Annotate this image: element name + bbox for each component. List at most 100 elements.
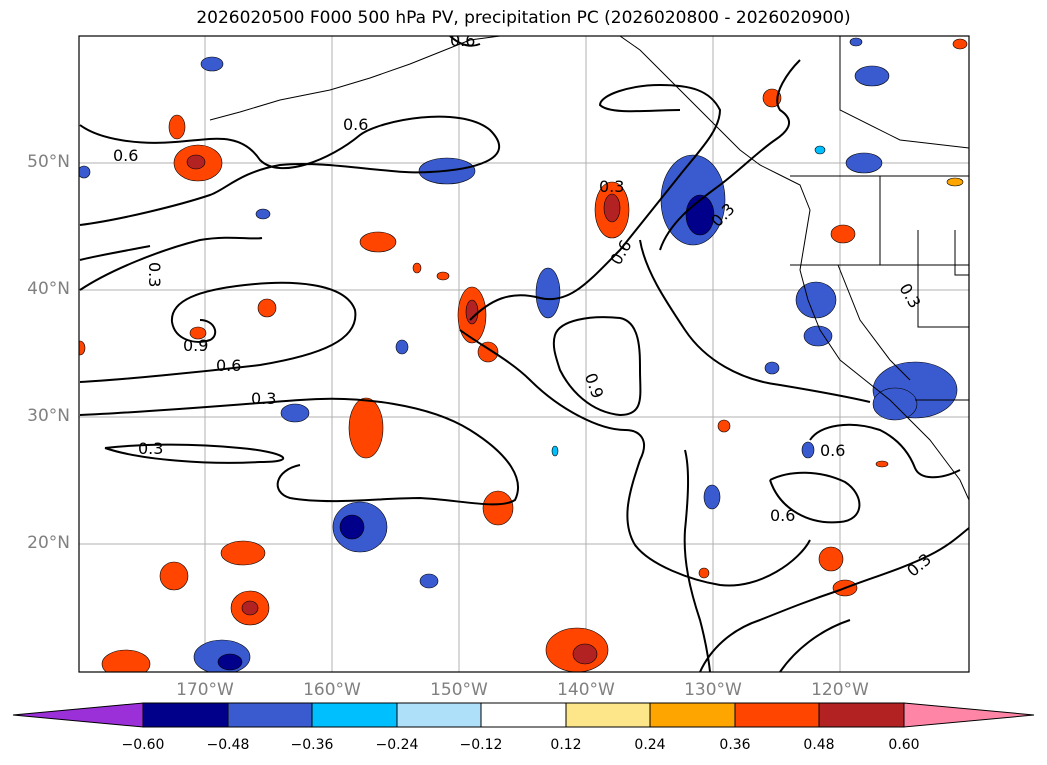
- colorbar-tick-label: −0.36: [290, 737, 334, 753]
- precip-blob: [419, 573, 439, 589]
- pv-contour-0.3: [79, 245, 151, 261]
- colorbar-tick-label: −0.24: [375, 737, 419, 753]
- pv-contour-0.3: [104, 443, 285, 464]
- contour-label: 0.6: [343, 115, 368, 134]
- precip-blob: [872, 387, 918, 421]
- lon-label: 140°W: [557, 680, 615, 700]
- precip-blob: [101, 649, 151, 672]
- colorbar-tick-label: 0.24: [634, 737, 666, 753]
- pv-contour-0.6: [79, 115, 500, 226]
- precip-blob: [79, 165, 91, 179]
- colorbar-bin: [649, 702, 736, 728]
- pv-contours: [79, 36, 969, 672]
- colorbar-extend-low: [12, 702, 144, 728]
- colorbar-tick-label: 0.60: [888, 737, 920, 753]
- precip-negative-areas: [79, 37, 958, 672]
- colorbar-tick-label: 0.48: [803, 737, 835, 753]
- contour-label: 0.6: [113, 146, 138, 165]
- pv-contour-0.3: [79, 397, 519, 506]
- precip-blob: [217, 653, 243, 671]
- contour-label: 0.9: [581, 370, 608, 400]
- precip-blob: [952, 38, 968, 50]
- contour-label: 0.3: [895, 280, 924, 312]
- pv-contour-0.9: [552, 316, 642, 417]
- contour-label: 0.6: [216, 356, 241, 375]
- pv-contour-0.3: [699, 527, 969, 672]
- contour-label: 0.3: [145, 262, 164, 287]
- colorbar-bin: [734, 702, 820, 728]
- precip-blob: [159, 561, 189, 591]
- precip-blob: [465, 299, 479, 325]
- pv-contour-0.6: [769, 471, 861, 524]
- colorbar: [12, 702, 1035, 728]
- precip-blob: [186, 154, 206, 170]
- precip-blob: [875, 460, 889, 468]
- lon-label: 170°W: [176, 680, 234, 700]
- precip-blob: [818, 546, 844, 572]
- precip-blob: [703, 484, 721, 510]
- precip-blob: [482, 490, 514, 526]
- pv-contour-0.3: [639, 239, 871, 403]
- precip-blob: [257, 298, 277, 318]
- precip-blob: [814, 145, 826, 155]
- pv-contour-0.6: [79, 281, 357, 383]
- colorbar-tick-label: 0.12: [550, 737, 582, 753]
- lat-label: 30°N: [27, 406, 70, 426]
- contour-label: 0.6: [820, 441, 845, 460]
- pv-contour-0.3: [659, 59, 801, 251]
- precip-blob: [241, 600, 259, 616]
- precip-blob: [395, 339, 409, 355]
- lon-label: 150°W: [430, 680, 488, 700]
- pv-contour-0.6: [469, 83, 722, 321]
- contour-label: 0.6: [606, 237, 635, 269]
- contour-label: 0.6: [770, 506, 795, 525]
- precip-blob: [698, 567, 710, 579]
- precip-blob: [200, 56, 224, 72]
- colorbar-bin: [396, 702, 482, 728]
- colorbar-bin: [565, 702, 651, 728]
- precip-blob: [551, 445, 559, 457]
- precip-blob: [348, 397, 384, 459]
- precip-blob: [535, 267, 561, 319]
- pv-contour-0.6: [459, 329, 811, 587]
- precip-blob: [946, 177, 964, 187]
- colorbar-tick-label: −0.60: [121, 737, 165, 753]
- contour-label: 0.9: [183, 336, 208, 355]
- colorbar-extend-high: [903, 702, 1035, 728]
- colorbar-bin: [818, 702, 905, 728]
- precip-blob: [255, 208, 271, 220]
- coastlines: [209, 36, 969, 501]
- precip-blob: [572, 643, 598, 665]
- precip-blob: [849, 37, 863, 47]
- colorbar-bin: [480, 702, 567, 728]
- precip-blob: [795, 281, 837, 319]
- pv-contour-0.3: [779, 619, 851, 672]
- precip-blob: [280, 403, 310, 423]
- precip-blob: [189, 326, 207, 340]
- lon-label: 120°W: [811, 680, 869, 700]
- precip-blob: [339, 514, 365, 540]
- colorbar-tick-label: 0.36: [719, 737, 751, 753]
- contour-label: 0.3: [138, 439, 163, 458]
- lat-label: 20°N: [27, 533, 70, 553]
- map-title: 2026020500 F000 500 hPa PV, precipitatio…: [196, 8, 851, 28]
- lon-label: 130°W: [684, 680, 742, 700]
- pv-contour-0.3: [79, 236, 263, 291]
- precip-blob: [854, 65, 890, 87]
- contour-label: 0.6: [450, 31, 475, 50]
- precip-blob: [717, 419, 731, 433]
- lat-label: 50°N: [27, 152, 70, 172]
- lon-label: 160°W: [303, 680, 361, 700]
- precip-blob: [436, 271, 450, 281]
- colorbar-tick-label: −0.12: [459, 737, 503, 753]
- precip-blob: [168, 114, 186, 140]
- lat-label: 40°N: [27, 279, 70, 299]
- precip-blob: [764, 361, 780, 375]
- precip-blob: [477, 341, 499, 363]
- precip-blob: [412, 262, 422, 274]
- pv-contour-0.6: [449, 36, 481, 47]
- precip-blob: [801, 441, 815, 459]
- precip-blob: [603, 193, 621, 223]
- precip-blob: [845, 152, 883, 174]
